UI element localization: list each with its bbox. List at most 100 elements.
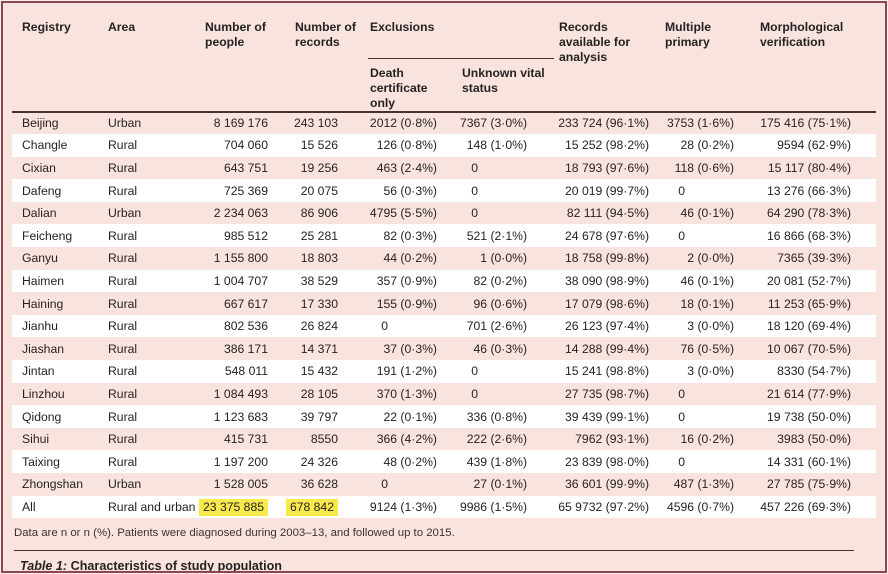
cell-records-available: 65 9732 (97·2%): [558, 499, 650, 514]
cell-morphological-verification: 457 226 (69·3%): [760, 499, 852, 514]
cell-area: Urban: [108, 116, 142, 131]
cell-morphological-verification: 175 416 (75·1%): [760, 116, 852, 131]
cell-multiple-primary: 3753 (1·6%): [666, 116, 735, 131]
cell-area: Rural: [108, 251, 138, 266]
cell-area: Rural: [108, 454, 138, 469]
cell-unknown-vital-status: 0: [471, 364, 479, 379]
cell-area: Rural: [108, 341, 138, 356]
table-row: Linzhou Rural 1 084 493 28 105 370 (1·3%…: [12, 382, 877, 406]
cell-number-of-records: 20 075: [300, 183, 338, 198]
cell-registry: Jiashan: [22, 341, 65, 356]
cell-death-certificate-only: 366 (4·2%): [376, 432, 437, 447]
cell-number-of-records: 243 103: [293, 116, 338, 131]
cell-number-of-records: 15 432: [300, 364, 338, 379]
cell-death-certificate-only: 22 (0·1%): [383, 409, 437, 424]
cell-number-of-people: 2 234 063: [213, 206, 268, 221]
cell-number-of-people: 1 004 707: [213, 273, 268, 288]
cell-records-available: 18 758 (99·8%): [565, 251, 650, 266]
cell-unknown-vital-status: 0: [471, 386, 479, 401]
cell-multiple-primary: 16 (0·2%): [680, 432, 735, 447]
cell-registry: Beijing: [22, 116, 59, 131]
table-footnote: Data are n or n (%). Patients were diagn…: [14, 527, 455, 540]
cell-records-available: 24 678 (97·6%): [565, 228, 650, 243]
cell-number-of-people: 548 011: [224, 364, 268, 379]
cell-records-available: 17 079 (98·6%): [565, 296, 650, 311]
cell-multiple-primary: 18 (0·1%): [680, 296, 735, 311]
cell-area: Rural: [108, 432, 138, 447]
cell-area: Rural: [108, 409, 138, 424]
cell-registry: Dafeng: [22, 183, 62, 198]
cell-death-certificate-only: 2012 (0·8%): [369, 116, 437, 131]
cell-registry: All: [22, 499, 36, 514]
cell-morphological-verification: 18 120 (69·4%): [767, 319, 852, 334]
cell-number-of-records: 17 330: [300, 296, 338, 311]
cell-number-of-records: 8550: [310, 432, 338, 447]
table-caption-text: Characteristics of study population: [67, 559, 282, 573]
cell-death-certificate-only: 4795 (5·5%): [369, 206, 437, 221]
table-row: Sihui Rural 415 731 8550 366 (4·2%) 222 …: [12, 427, 877, 451]
cell-number-of-people: 1 528 005: [213, 477, 268, 492]
cell-records-available: 7962 (93·1%): [575, 432, 650, 447]
cell-number-of-people: 1 197 200: [213, 454, 268, 469]
cell-records-available: 14 288 (99·4%): [565, 341, 650, 356]
cell-number-of-records: 24 326: [300, 454, 338, 469]
cell-death-certificate-only: 155 (0·9%): [376, 296, 437, 311]
cell-death-certificate-only: 370 (1·3%): [376, 386, 437, 401]
cell-area: Rural: [108, 364, 138, 379]
cell-registry: Zhongshan: [22, 477, 83, 492]
cell-number-of-records: 678 842: [272, 496, 368, 519]
cell-area: Rural and urban: [108, 499, 196, 514]
table-row: Jiashan Rural 386 171 14 371 37 (0·3%) 4…: [12, 337, 877, 361]
cell-records-available: 233 724 (96·1%): [558, 116, 650, 131]
cell-area: Rural: [108, 273, 138, 288]
cell-multiple-primary: 2 (0·0%): [687, 251, 735, 266]
cell-records-available: 18 793 (97·6%): [565, 160, 650, 175]
table-row: All Rural and urban 23 375 885 678 842 9…: [12, 495, 877, 519]
cell-death-certificate-only: 463 (2·4%): [376, 160, 437, 175]
cell-unknown-vital-status: 9986 (1·5%): [459, 499, 528, 514]
table-row: Zhongshan Urban 1 528 005 36 628 0 27 (0…: [12, 473, 877, 496]
cell-death-certificate-only: 0: [381, 319, 388, 334]
cell-unknown-vital-status: 521 (2·1%): [466, 228, 528, 243]
cell-morphological-verification: 7365 (39·3%): [777, 251, 852, 266]
cell-number-of-people: 1 155 800: [213, 251, 268, 266]
table-row: Taixing Rural 1 197 200 24 326 48 (0·2%)…: [12, 450, 877, 473]
col-header-area: Area: [100, 11, 198, 113]
cell-records-available: 38 090 (98·9%): [565, 273, 650, 288]
cell-area: Rural: [108, 386, 138, 401]
table-row: Jianhu Rural 802 536 26 824 0 701 (2·6%)…: [12, 314, 877, 338]
cell-number-of-people: 1 123 683: [213, 409, 268, 424]
cell-area: Rural: [108, 183, 138, 198]
cell-unknown-vital-status: 0: [471, 160, 479, 175]
cell-registry: Qidong: [22, 409, 62, 424]
cell-multiple-primary: 3 (0·0%): [687, 319, 735, 334]
cell-area: Rural: [108, 319, 138, 334]
cell-unknown-vital-status: 336 (0·8%): [466, 409, 528, 424]
cell-morphological-verification: 64 290 (78·3%): [767, 206, 852, 221]
cell-unknown-vital-status: 439 (1·8%): [466, 454, 528, 469]
table-row: Haimen Rural 1 004 707 38 529 357 (0·9%)…: [12, 269, 877, 293]
table-row: Beijing Urban 8 169 176 243 103 2012 (0·…: [12, 111, 877, 135]
cell-multiple-primary: 28 (0·2%): [680, 138, 735, 153]
cell-number-of-records: 18 803: [300, 251, 338, 266]
cell-registry: Dalian: [22, 206, 57, 221]
table-header: Registry Area Number of people Number of…: [12, 11, 877, 113]
cell-registry: Feicheng: [22, 228, 73, 243]
cell-death-certificate-only: 37 (0·3%): [383, 341, 437, 356]
col-header-unknown-vital-status: Unknown vital status: [442, 58, 555, 113]
cell-number-of-records: 19 256: [300, 160, 338, 175]
cell-registry: Linzhou: [22, 386, 65, 401]
cell-multiple-primary: 487 (1·3%): [673, 477, 735, 492]
cell-unknown-vital-status: 701 (2·6%): [466, 319, 528, 334]
cell-morphological-verification: 19 738 (50·0%): [767, 409, 852, 424]
cell-number-of-people: 802 536: [223, 319, 268, 334]
cell-morphological-verification: 27 785 (75·9%): [767, 477, 852, 492]
table-row: Haining Rural 667 617 17 330 155 (0·9%) …: [12, 292, 877, 315]
cell-unknown-vital-status: 0: [471, 206, 479, 221]
col-header-number-of-records: Number of records: [272, 11, 368, 113]
col-header-death-certificate-only: Death certificate only: [368, 58, 442, 113]
cell-unknown-vital-status: 0: [471, 183, 479, 198]
cell-multiple-primary: 0: [678, 228, 686, 243]
